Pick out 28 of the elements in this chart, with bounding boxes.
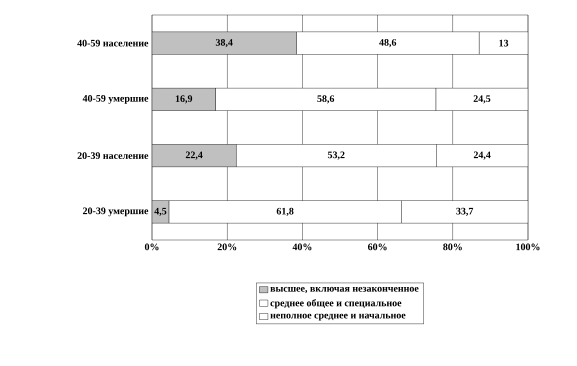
data-label: 22,4 [186, 152, 203, 160]
x-tick-label: 60% [368, 244, 387, 250]
legend-label: среднее общее и специальное [270, 299, 402, 308]
data-label: 38,4 [216, 39, 233, 48]
data-label: 53,2 [328, 152, 345, 160]
legend-label: высшее, включая незаконченное [270, 286, 419, 294]
data-label: 58,6 [317, 95, 334, 104]
data-label: 61,8 [276, 208, 294, 216]
data-label: 16,9 [176, 95, 192, 104]
bar [152, 88, 216, 111]
y-tick-label: 20-39 население [78, 152, 148, 159]
y-tick-label: 40-59 население [77, 40, 148, 46]
x-tick-label: 80% [443, 244, 462, 250]
data-label: 24,4 [474, 152, 491, 160]
bar [152, 144, 236, 168]
x-tick-label: 0% [144, 244, 159, 250]
x-tick-label: 100% [516, 244, 540, 250]
y-tick-label: 40-59 умершие [82, 94, 148, 104]
x-tick-label: 40% [292, 244, 312, 250]
y-tick-label: 20-39 умершие [82, 207, 148, 216]
data-label: 33,7 [456, 208, 474, 216]
bar [152, 32, 297, 55]
data-label: 24,5 [474, 95, 490, 104]
data-label: 13 [499, 40, 508, 46]
x-tick-label: 20% [218, 244, 236, 250]
legend-label: неполное среднее и начальное [270, 314, 406, 321]
data-label: 48,6 [379, 39, 396, 48]
data-label: 4,5 [154, 208, 166, 216]
